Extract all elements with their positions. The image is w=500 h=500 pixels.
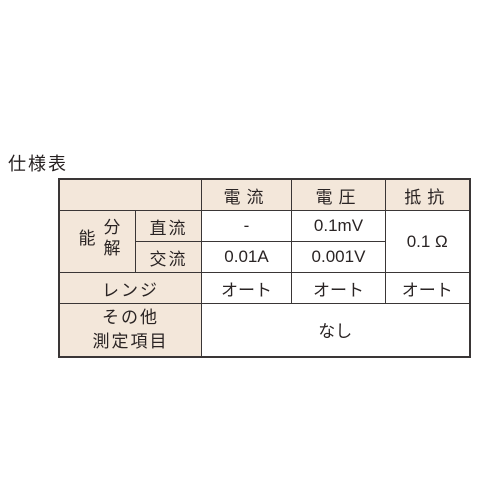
- page: 仕様表 電流 電圧 抵抗 分解能 直流 - 0.1mV: [0, 0, 500, 500]
- spec-table: 電流 電圧 抵抗 分解能 直流 - 0.1mV 0.1 Ω 交流 0.01A 0…: [58, 178, 471, 358]
- range-label: レンジ: [59, 273, 202, 304]
- other-label-line2: 測定項目: [93, 332, 169, 351]
- header-current: 電流: [202, 179, 292, 211]
- other-label-cell: その他 測定項目: [59, 304, 202, 357]
- range-resistance: オート: [386, 273, 470, 304]
- other-label-line1: その他: [102, 308, 159, 327]
- header-voltage: 電圧: [292, 179, 386, 211]
- row-range: レンジ オート オート オート: [59, 273, 470, 304]
- header-blank: [59, 179, 202, 211]
- table-title: 仕様表: [8, 150, 68, 176]
- resolution-resistance: 0.1 Ω: [386, 211, 470, 273]
- dc-current: -: [202, 211, 292, 242]
- ac-label: 交流: [136, 242, 202, 273]
- header-resistance: 抵抗: [386, 179, 470, 211]
- resolution-label: 分解能: [73, 209, 123, 270]
- range-voltage: オート: [292, 273, 386, 304]
- ac-voltage: 0.001V: [292, 242, 386, 273]
- resolution-label-cell: 分解能: [59, 211, 136, 273]
- ac-current: 0.01A: [202, 242, 292, 273]
- row-other: その他 測定項目 なし: [59, 304, 470, 357]
- header-row: 電流 電圧 抵抗: [59, 179, 470, 211]
- other-value: なし: [202, 304, 470, 357]
- dc-label: 直流: [136, 211, 202, 242]
- range-current: オート: [202, 273, 292, 304]
- dc-voltage: 0.1mV: [292, 211, 386, 242]
- row-resolution-dc: 分解能 直流 - 0.1mV 0.1 Ω: [59, 211, 470, 242]
